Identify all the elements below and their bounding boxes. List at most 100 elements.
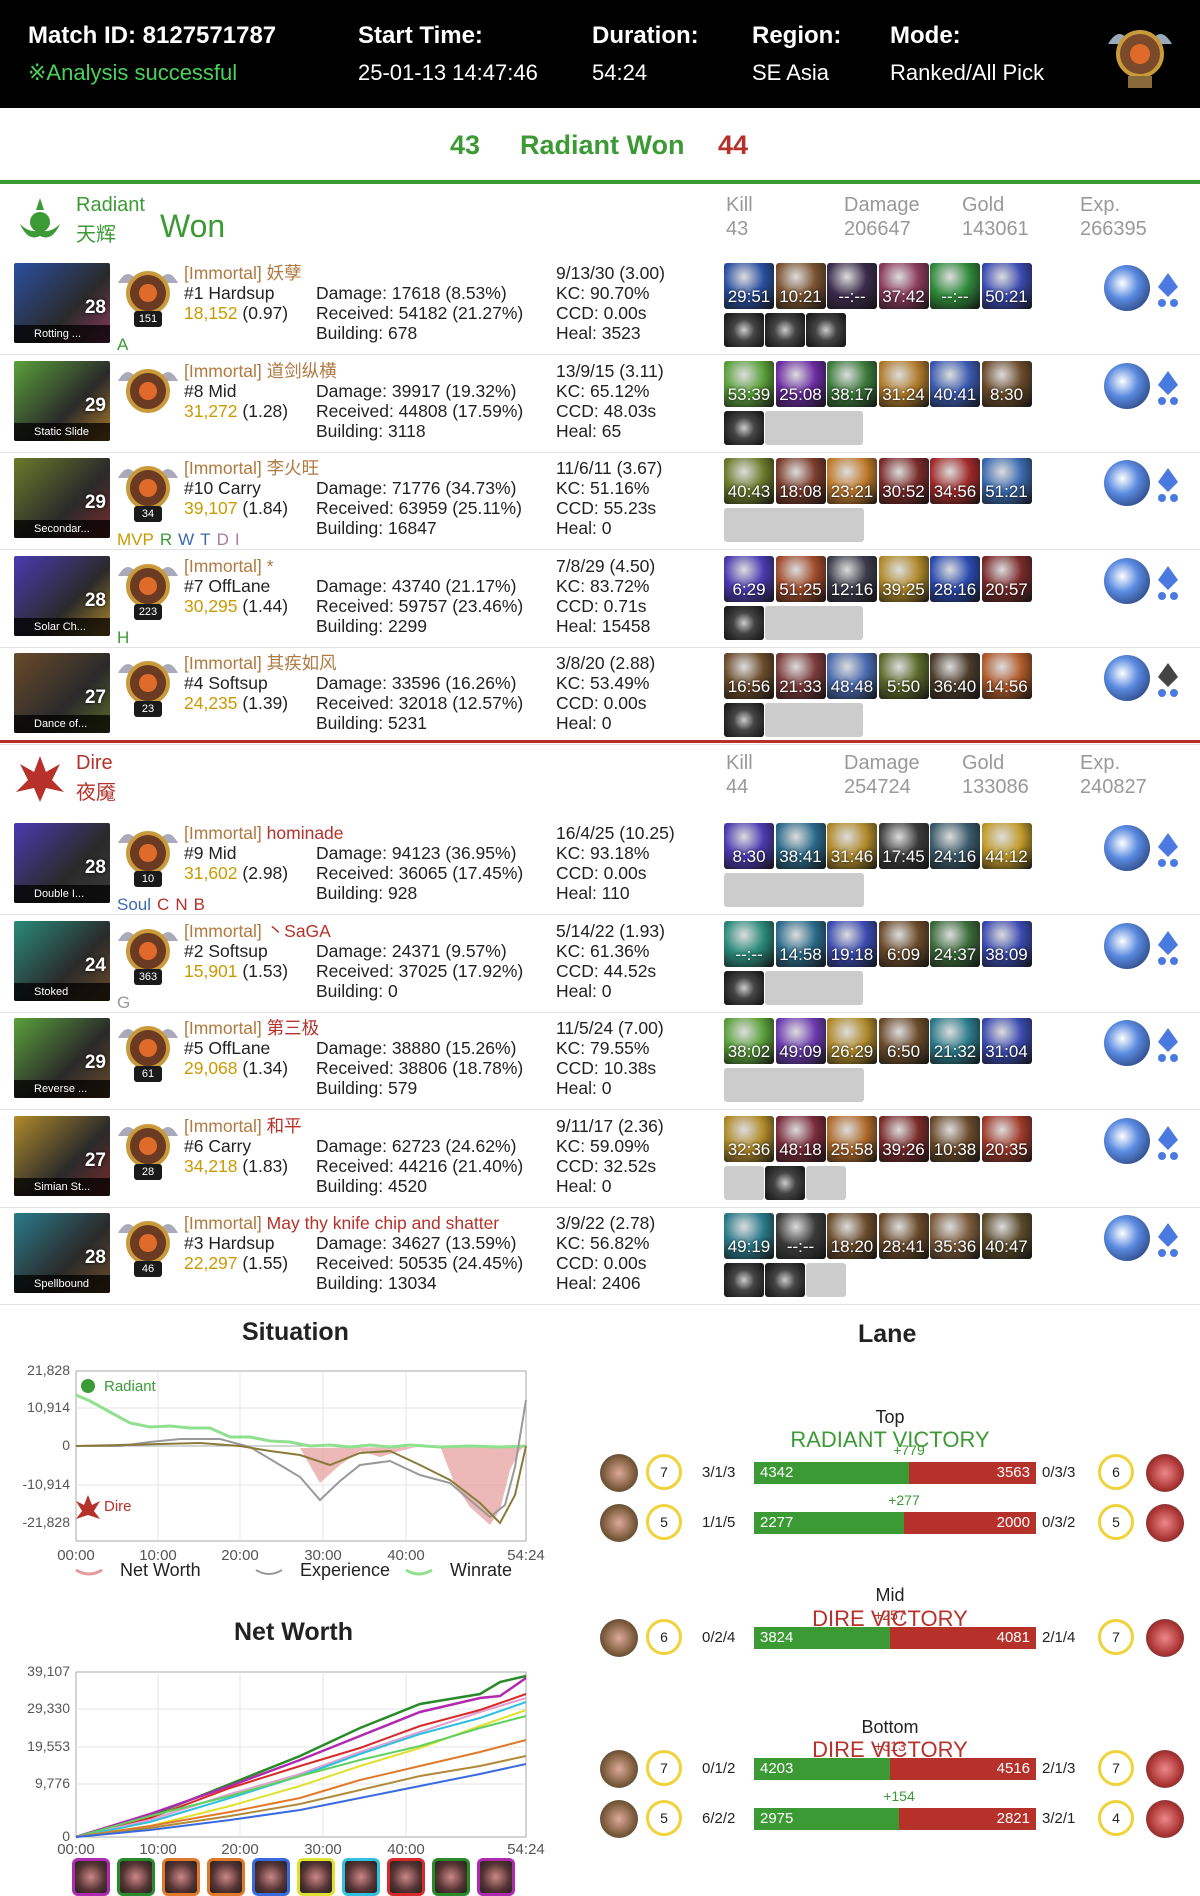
player-name[interactable]: May thy knife chip and shatter [266, 1213, 500, 1233]
item-slot[interactable]: 48:18 [775, 1115, 826, 1162]
item-slot[interactable]: 31:46 [827, 823, 877, 869]
hero-portrait[interactable]: 28 Rotting ... [14, 263, 110, 343]
hero-portrait[interactable]: 29 Secondar... [14, 458, 110, 538]
item-slot[interactable]: 48:48 [827, 653, 877, 699]
player-name[interactable]: hominade [266, 823, 344, 843]
player-row[interactable]: 28 Solar Ch... 223 H [Immortal] * #7 OffLane 3… [0, 550, 1200, 648]
item-slot[interactable]: 25:08 [775, 360, 826, 407]
hero-icon[interactable] [117, 1858, 155, 1896]
hero-icon[interactable] [252, 1858, 290, 1896]
player-name[interactable]: 和平 [266, 1115, 302, 1136]
player-row[interactable]: 27 Dance of... 23 [Immortal] 其疾如风 #4 Softsup… [0, 647, 1200, 745]
item-slot[interactable]: 5:50 [878, 653, 929, 699]
player-name[interactable]: 第三极 [266, 1018, 320, 1038]
hero-icon[interactable] [600, 1800, 638, 1838]
item-slot[interactable]: 24:37 [930, 920, 980, 967]
hero-portrait[interactable]: 29 Static Slide [14, 360, 110, 441]
item-slot[interactable]: --:-- [775, 1213, 826, 1259]
item-slot[interactable]: 34:56 [930, 458, 980, 504]
player-row[interactable]: 28 Spellbound 46 [Immortal] May thy knife c… [0, 1207, 1200, 1305]
player-name[interactable]: 妖孽 [266, 263, 302, 283]
item-slot[interactable]: 20:57 [981, 555, 1032, 602]
item-slot[interactable]: 37:42 [878, 263, 929, 309]
item-slot[interactable]: 10:21 [775, 263, 826, 309]
hero-icon[interactable] [477, 1858, 515, 1896]
hero-icon[interactable] [432, 1858, 470, 1896]
hero-icon[interactable] [162, 1858, 200, 1896]
player-name[interactable]: 李火旺 [266, 458, 320, 478]
item-slot[interactable]: 40:41 [930, 360, 980, 407]
item-slot[interactable]: 16:56 [724, 653, 774, 699]
player-row[interactable]: 28 Rotting ... 151 A [Immortal] 妖孽 #1 Hardsup… [0, 257, 1200, 355]
neutral-item-slot[interactable] [724, 1263, 764, 1297]
item-slot[interactable]: 21:32 [930, 1018, 980, 1064]
hero-portrait[interactable]: 29 Reverse ... [14, 1018, 110, 1098]
hero-icon[interactable] [1146, 1800, 1184, 1838]
item-slot[interactable]: 28:16 [930, 555, 980, 602]
item-slot[interactable]: 20:35 [981, 1115, 1032, 1162]
item-slot[interactable]: 31:04 [981, 1018, 1032, 1064]
neutral-item-slot[interactable] [724, 970, 764, 1005]
player-name[interactable]: 道剑纵横 [266, 360, 337, 381]
item-slot[interactable]: 39:26 [878, 1115, 929, 1162]
item-slot[interactable]: 26:29 [827, 1018, 877, 1064]
neutral-item-slot[interactable] [724, 410, 764, 445]
item-slot[interactable]: --:-- [930, 263, 980, 309]
item-slot[interactable]: 29:51 [724, 263, 774, 309]
neutral-item-slot[interactable] [806, 313, 846, 347]
hero-icon[interactable] [600, 1504, 638, 1542]
hero-portrait[interactable]: 27 Simian St... [14, 1115, 110, 1196]
player-row[interactable]: 29 Static Slide [Immortal] 道剑纵横 #8 Mid 31,27… [0, 355, 1200, 453]
hero-portrait[interactable]: 28 Solar Ch... [14, 555, 110, 636]
item-slot[interactable]: 51:25 [775, 555, 826, 602]
player-row[interactable]: 27 Simian St... 28 [Immortal] 和平 #6 Carry 34,… [0, 1110, 1200, 1208]
item-slot[interactable]: 6:09 [878, 920, 929, 967]
item-slot[interactable]: 6:50 [878, 1018, 929, 1064]
player-name[interactable]: 丶SaGA [266, 920, 331, 941]
item-slot[interactable]: 8:30 [724, 823, 774, 869]
hero-icon[interactable] [1146, 1619, 1184, 1657]
item-slot[interactable]: --:-- [724, 920, 774, 967]
item-slot[interactable]: 53:39 [724, 360, 774, 407]
item-slot[interactable]: 44:12 [981, 823, 1032, 869]
player-name[interactable]: 其疾如风 [266, 653, 337, 673]
item-slot[interactable]: 10:38 [930, 1115, 980, 1162]
item-slot[interactable]: 49:19 [724, 1213, 774, 1259]
item-slot[interactable]: 38:02 [724, 1018, 774, 1064]
item-slot[interactable]: 51:21 [981, 458, 1032, 504]
hero-portrait[interactable]: 28 Double I... [14, 823, 110, 903]
item-slot[interactable]: 38:09 [981, 920, 1032, 967]
item-slot[interactable]: 18:20 [827, 1213, 877, 1259]
hero-icon[interactable] [600, 1454, 638, 1492]
hero-icon[interactable] [600, 1619, 638, 1657]
item-slot[interactable]: 38:17 [827, 360, 877, 407]
hero-icon[interactable] [600, 1750, 638, 1788]
hero-icon[interactable] [1146, 1750, 1184, 1788]
item-slot[interactable]: 31:24 [878, 360, 929, 407]
item-slot[interactable]: 28:41 [878, 1213, 929, 1259]
item-slot[interactable]: 17:45 [878, 823, 929, 869]
hero-icon[interactable] [72, 1858, 110, 1896]
hero-icon[interactable] [1146, 1504, 1184, 1542]
hero-portrait[interactable]: 28 Spellbound [14, 1213, 110, 1293]
item-slot[interactable]: 40:47 [981, 1213, 1032, 1259]
item-slot[interactable]: 6:29 [724, 555, 774, 602]
item-slot[interactable]: 38:41 [775, 823, 826, 869]
item-slot[interactable]: 8:30 [981, 360, 1032, 407]
player-name[interactable]: * [266, 555, 274, 576]
neutral-item-slot[interactable] [765, 313, 805, 347]
player-row[interactable]: 28 Double I... 10 Soul C N B [Immortal] hominad… [0, 817, 1200, 915]
neutral-item-slot[interactable] [765, 1263, 805, 1297]
item-slot[interactable]: 14:58 [775, 920, 826, 967]
item-slot[interactable]: 18:08 [775, 458, 826, 504]
item-slot[interactable]: 50:21 [981, 263, 1032, 309]
neutral-item-slot[interactable] [724, 313, 764, 347]
neutral-item-slot[interactable] [724, 703, 764, 737]
hero-icon[interactable] [207, 1858, 245, 1896]
player-row[interactable]: 24 Stoked 363 G [Immortal] 丶SaGA #2 Softsup 15… [0, 915, 1200, 1013]
item-slot[interactable]: --:-- [827, 263, 877, 309]
hero-portrait[interactable]: 24 Stoked [14, 920, 110, 1001]
neutral-item-slot[interactable] [765, 1165, 805, 1200]
item-slot[interactable]: 36:40 [930, 653, 980, 699]
hero-icon[interactable] [387, 1858, 425, 1896]
